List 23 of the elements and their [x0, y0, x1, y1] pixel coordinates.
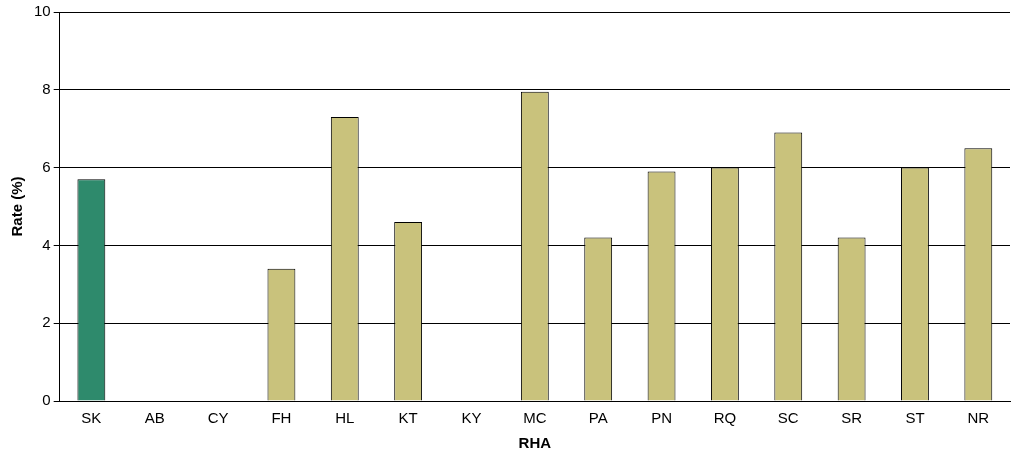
x-tick-label: HL [335, 409, 355, 427]
x-tick-label: NR [967, 409, 990, 427]
x-tick-label: MC [523, 409, 547, 427]
y-tick-label: 0 [42, 391, 51, 409]
y-tick-label: 4 [42, 235, 51, 253]
x-axis-title: RHA [518, 434, 552, 452]
x-tick-label: CY [207, 409, 229, 427]
x-tick-label: PA [588, 409, 608, 427]
y-tick-label: 8 [42, 79, 51, 97]
y-tick-label: 6 [42, 157, 51, 175]
x-tick-label: KY [461, 409, 482, 427]
x-tick-label: PN [651, 409, 672, 427]
x-tick-label: RQ [713, 409, 737, 427]
y-axis-title: Rate (%) [8, 176, 26, 237]
y-tick-label: 10 [34, 2, 51, 20]
x-tick-label: ST [905, 409, 925, 427]
x-tick-label: SK [81, 409, 102, 427]
y-tick-label: 2 [42, 313, 51, 331]
x-tick-label: AB [144, 409, 165, 427]
x-tick-label: FH [271, 409, 292, 427]
x-tick-label: SC [777, 409, 799, 427]
x-tick-label: SR [841, 409, 863, 427]
x-tick-label: KT [398, 409, 418, 427]
